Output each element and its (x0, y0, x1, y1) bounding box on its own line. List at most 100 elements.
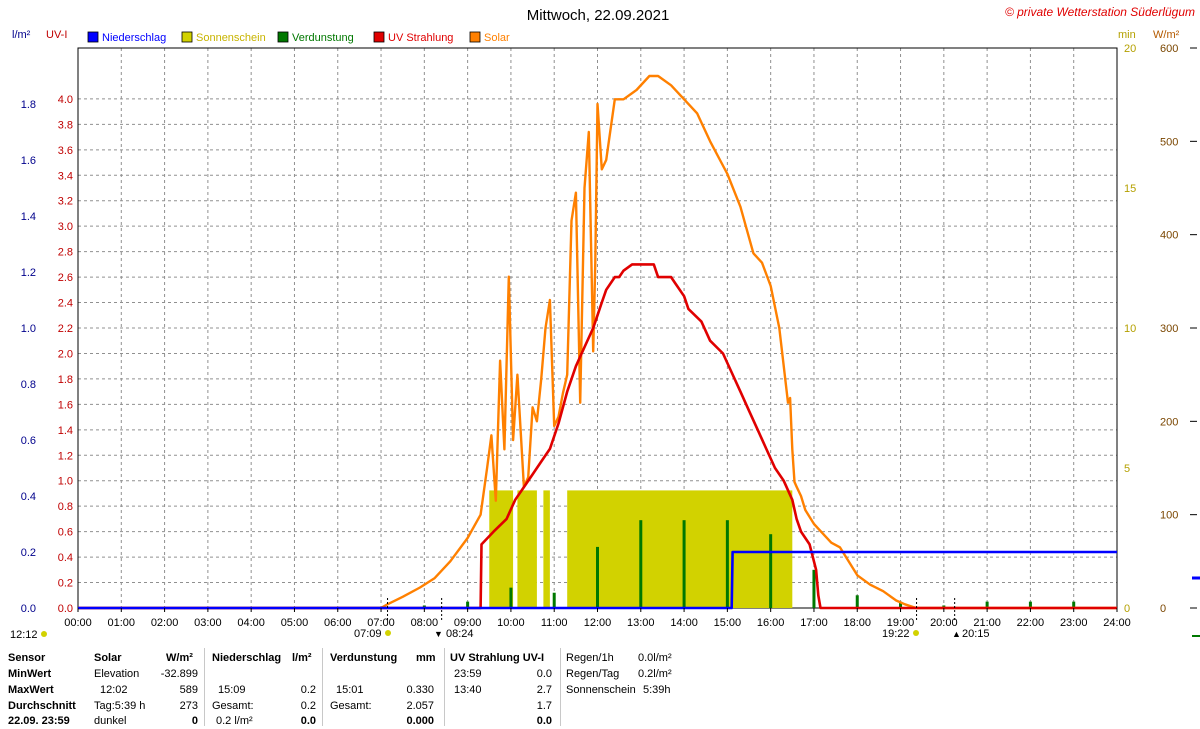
solar-tick-label: 300 (1160, 323, 1178, 335)
right-axis-unit-min: min (1118, 29, 1136, 41)
uv-tick-label: 0.8 (58, 501, 73, 513)
uv-tick-label: 1.4 (58, 425, 73, 437)
legend-swatch (469, 31, 481, 43)
x-tick-label: 09:00 (454, 617, 482, 629)
stats-row-label: MinWert (8, 668, 52, 680)
uv-tick-label: 2.8 (58, 247, 73, 259)
x-tick-label: 06:00 (324, 617, 352, 629)
x-tick-label: 13:00 (627, 617, 655, 629)
x-tick-label: 23:00 (1060, 617, 1088, 629)
uv-current-value: 0.0 (536, 715, 552, 727)
sunshine-value: 5:39h (643, 684, 671, 696)
time-marker-sunset: 19:22 (882, 628, 910, 640)
stats-header-niederschlag: Niederschlag (212, 652, 282, 664)
x-tick-label: 00:00 (64, 617, 92, 629)
time-markers: 12:12 07:09 ▼ 08:24 19:22 ▲ 20:15 (10, 598, 990, 641)
precip-current-time: 0.2 l/m² (216, 715, 253, 727)
x-tick-label: 03:00 (194, 617, 222, 629)
precip-max-time: 15:09 (218, 684, 246, 696)
solar-max-time: 12:02 (100, 684, 128, 696)
chart-canvas: Mittwoch, 22.09.2021 © private Wettersta… (10, 5, 1200, 641)
evaporation-impulse (855, 595, 859, 608)
stats-divider (444, 648, 445, 726)
solar-current-value: 0 (191, 715, 198, 727)
x-tick-label: 10:00 (497, 617, 525, 629)
x-tick-label: 16:00 (757, 617, 785, 629)
stats-row-label: MaxWert (8, 684, 54, 696)
sun-dot-icon (385, 630, 391, 636)
legend-label: UV Strahlung (388, 32, 453, 44)
solar-tick-label: 500 (1160, 136, 1178, 148)
sunshine-tick-label: 10 (1124, 323, 1136, 335)
uv-tick-label: 0.6 (58, 527, 73, 539)
sunshine-bar (543, 490, 550, 608)
evaporation-impulse (552, 592, 556, 608)
stats-header-verdunstung-unit: mm (416, 652, 436, 664)
right-axis-unit-wm2: W/m² (1153, 29, 1180, 41)
sunshine-tick-label: 15 (1124, 183, 1136, 195)
x-tick-label: 20:00 (930, 617, 958, 629)
legend-label: Solar (484, 32, 510, 44)
uv-tick-label: 0.0 (58, 603, 73, 615)
uv-tick-label: 3.0 (58, 221, 73, 233)
uv-tick-label: 3.8 (58, 119, 73, 131)
rain-day-value: 0.2l/m² (638, 668, 672, 680)
precip-line (78, 550, 1117, 610)
rain-1h-label: Regen/1h (566, 652, 614, 664)
x-tick-label: 21:00 (973, 617, 1001, 629)
evaporation-impulse (725, 520, 729, 608)
rain-1h-value: 0.0l/m² (638, 652, 672, 664)
precip-tick-label: 0.6 (21, 435, 36, 447)
x-tick-label: 11:00 (541, 617, 568, 629)
left-axis-unit-uv: UV-I (46, 29, 67, 41)
x-tick-label: 01:00 (108, 617, 136, 629)
solar-tick-label: 600 (1160, 43, 1178, 55)
uv-min-value: 0.0 (536, 668, 552, 680)
precip-tick-label: 0.0 (21, 603, 36, 615)
precip-current-value: 0.0 (300, 715, 316, 727)
sun-dot-icon (41, 631, 47, 637)
evap-current-value: 0.000 (406, 715, 434, 727)
precip-tick-label: 1.4 (21, 211, 36, 223)
precip-tick-label: 0.2 (21, 547, 36, 559)
evap-total-label: Gesamt: (330, 700, 372, 712)
uv-tick-label: 3.4 (58, 170, 73, 182)
sunshine-tick-label: 20 (1124, 43, 1136, 55)
legend-label: Niederschlag (102, 32, 166, 44)
solar-current-time: dunkel (94, 715, 127, 727)
precip-tick-label: 0.4 (21, 491, 36, 503)
sunshine-tick-label: 5 (1124, 463, 1130, 475)
x-tick-label: 02:00 (151, 617, 179, 629)
precip-total-label: Gesamt: (212, 700, 254, 712)
solar-avg-time: Tag:5:39 h (94, 700, 146, 712)
stats-header-uv: UV Strahlung UV-I (450, 652, 545, 664)
precip-tick-label: 1.8 (21, 99, 36, 111)
stats-row-label: 22.09. 23:59 (8, 715, 70, 727)
solar-line (78, 74, 1117, 610)
x-tick-label: 18:00 (843, 617, 871, 629)
stats-panel: Sensor Solar W/m² Niederschlag l/m² Verd… (0, 648, 1200, 727)
legend-label: Verdunstung (292, 32, 354, 44)
precip-tick-label: 1.2 (21, 267, 36, 279)
copyright-text: © private Wetterstation Süderlügum (1005, 5, 1195, 19)
legend-swatch (373, 31, 385, 43)
evaporation-impulse (769, 534, 773, 608)
uv-tick-label: 2.6 (58, 272, 73, 284)
sun-dot-icon (913, 630, 919, 636)
precip-tick-label: 1.0 (21, 323, 36, 335)
evap-total-value: 2.057 (406, 700, 434, 712)
uv-max-time: 13:40 (454, 684, 482, 696)
uv-tick-label: 4.0 (58, 94, 73, 106)
uv-min-time: 23:59 (454, 668, 482, 680)
uv-tick-label: 3.6 (58, 145, 73, 157)
uv-tick-label: 1.0 (58, 476, 73, 488)
precip-tick-label: 0.8 (21, 379, 36, 391)
x-tick-label: 14:00 (670, 617, 698, 629)
uv-tick-label: 2.2 (58, 323, 73, 335)
time-marker-sunshine-start: 08:24 (446, 628, 474, 640)
chart-title: Mittwoch, 22.09.2021 (527, 7, 670, 24)
evaporation-impulse (812, 569, 816, 608)
solar-avg-value: 273 (179, 700, 198, 712)
time-marker-start: 12:12 (10, 629, 38, 641)
